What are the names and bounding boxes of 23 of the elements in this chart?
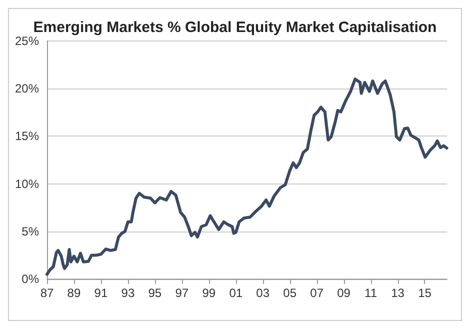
- line-series: [46, 78, 448, 276]
- x-tick-label: 05: [283, 286, 297, 300]
- y-tick-label: 25%: [14, 34, 40, 48]
- x-tick-label: 15: [418, 286, 432, 300]
- x-tick-label: 91: [94, 286, 108, 300]
- y-tick-label: 0%: [22, 272, 40, 286]
- x-tick-label: 93: [121, 286, 135, 300]
- x-tick-label: 09: [337, 286, 351, 300]
- y-tick-label: 15%: [14, 129, 40, 144]
- x-tick-label: 03: [256, 286, 270, 300]
- y-tick-label: 10%: [14, 176, 40, 191]
- x-tick-label: 95: [148, 286, 162, 300]
- x-tick-label: 13: [391, 286, 405, 300]
- x-tick-label: 99: [202, 286, 216, 300]
- x-tick-label: 87: [40, 286, 54, 300]
- y-tick-label: 20%: [14, 82, 40, 96]
- chart-title: Emerging Markets % Global Equity Market Capitalisation: [33, 19, 437, 36]
- y-tick-label: 5%: [22, 224, 40, 238]
- x-tick-label: 07: [310, 286, 324, 300]
- x-tick-label: 11: [364, 286, 378, 300]
- x-tick-label: 01: [229, 286, 243, 300]
- x-tick-label: 89: [67, 286, 81, 300]
- x-tick-label: 97: [175, 286, 189, 300]
